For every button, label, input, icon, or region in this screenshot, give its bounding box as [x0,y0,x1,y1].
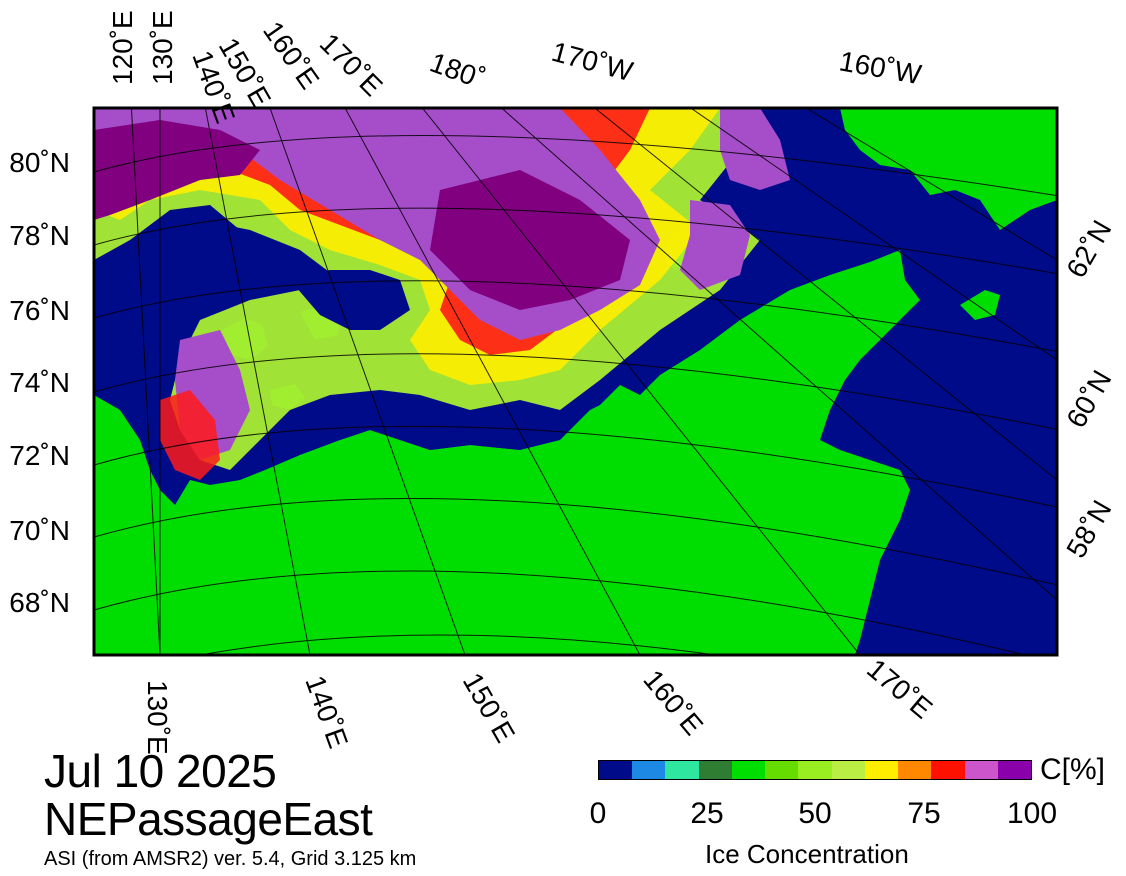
left-latitude-label: 74˚N [9,367,70,398]
colorbar-unit: C[%] [1040,753,1106,786]
polynya-central [290,270,410,330]
colorbar-swatch [765,761,799,779]
colorbar-swatch [997,761,1032,779]
region-label: NEPassageEast [44,793,373,845]
left-latitude-label: 78˚N [9,220,70,251]
colorbar-tick-50: 50 [798,797,832,830]
siberia-land [94,250,920,655]
left-latitude-label: 68˚N [9,587,70,618]
polynya-west [94,205,240,350]
colorbar-tick-75: 75 [907,797,941,830]
colorbar-title: Ice Concentration [705,839,909,869]
colorbar-swatch [731,761,766,779]
credit-label: ASI (from AMSR2) ver. 5.4, Grid 3.125 km [44,848,417,870]
colorbar-tick-25: 25 [690,797,724,830]
colorbar-tick-0: 0 [589,797,607,830]
colorbar-tick-100: 100 [1006,797,1058,830]
bottom-longitude-label: 140˚E [299,671,354,752]
alaska-peninsula [920,150,960,190]
st-lawrence-island [960,290,1000,320]
bottom-longitude-label: 150˚E [457,668,521,748]
top-longitude-label: 160˚W [837,45,924,90]
bottom-longitude-label: 170˚E [861,653,938,725]
right-latitude-label: 60˚N [1060,365,1117,433]
colorbar-swatch [831,761,865,779]
right-latitude-label: 62˚N [1060,215,1117,283]
top-longitude-label: 130˚E [147,10,178,85]
colorbar [598,760,1032,780]
date-label: Jul 10 2025 [44,745,277,797]
map-frame [92,106,1059,657]
colorbar-swatch [698,761,732,779]
colorbar-swatch [798,761,832,779]
left-latitude-label: 80˚N [9,147,70,178]
left-latitude-label: 70˚N [9,515,70,546]
colorbar-swatch [898,761,932,779]
colorbar-swatch [964,761,998,779]
colorbar-swatch [599,761,633,779]
right-latitude-labels: 62˚N 60˚N 58˚N [1060,215,1117,563]
map-area [94,108,1057,655]
top-longitude-label: 120˚E [107,10,138,85]
parallel-66n [197,634,720,655]
colorbar-swatch [864,761,899,779]
colorbar-swatch [931,761,965,779]
coastal-water [330,400,590,450]
left-latitude-label: 76˚N [9,295,70,326]
top-longitude-label: 170˚E [314,27,389,102]
left-latitude-label: 72˚N [9,440,70,471]
bottom-longitude-label: 160˚E [637,664,709,741]
graticule [94,108,1057,655]
bottom-longitude-label: 130˚E [142,680,173,755]
ice-west-red [160,390,220,480]
top-longitude-label: 180˚ [426,47,489,95]
ice-east-purple [680,200,750,290]
colorbar-swatch [665,761,699,779]
map-figure: 120˚E 130˚E 140˚E 150˚E 160˚E 170˚E 180˚ 170˚W 1… [9,10,1117,755]
ice-core-purple [430,170,630,310]
left-latitude-labels: 80˚N 78˚N 76˚N 74˚N 72˚N 70˚N 68˚N [9,147,70,618]
right-latitude-label: 58˚N [1060,495,1117,563]
top-longitude-label: 170˚W [548,36,636,87]
colorbar-swatch [632,761,666,779]
bottom-longitude-labels: 130˚E 140˚E 150˚E 160˚E 170˚E [142,653,938,755]
ice-east-purple-2 [720,108,790,190]
